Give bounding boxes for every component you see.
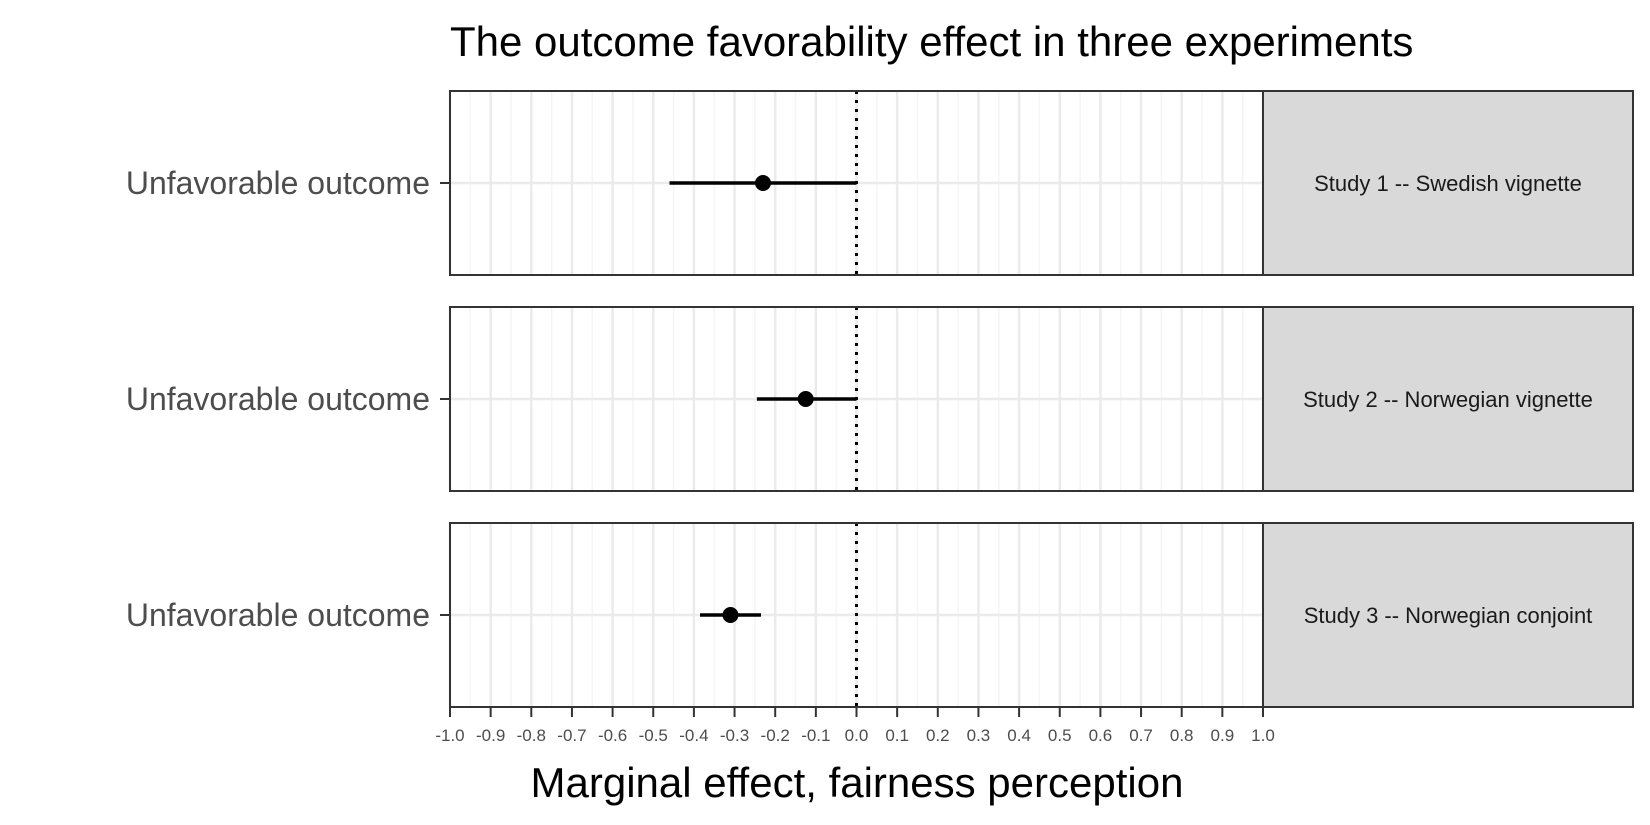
x-tick-label: 0.9	[1211, 726, 1235, 745]
panels-group: Study 1 -- Swedish vignette Unfavorable o…	[126, 90, 1634, 708]
x-tick-label: 0.5	[1048, 726, 1072, 745]
strip-box	[1262, 306, 1634, 492]
panel-2: Study 2 -- Norwegian vignette Unfavorable…	[126, 306, 1634, 492]
x-tick-label: 0.3	[967, 726, 991, 745]
panel-1: Study 1 -- Swedish vignette Unfavorable o…	[126, 90, 1634, 276]
estimate-point	[797, 391, 814, 407]
y-tick-label: Unfavorable outcome	[126, 165, 430, 201]
x-tick-label: 0.0	[845, 726, 869, 745]
x-tick-label: -0.2	[761, 726, 790, 745]
strip-label: Study 2 -- Norwegian vignette	[1303, 387, 1593, 412]
x-tick-label: -0.5	[639, 726, 668, 745]
estimate-point	[722, 607, 739, 623]
strip-label: Study 3 -- Norwegian conjoint	[1304, 603, 1593, 628]
chart-title: The outcome favorability effect in three…	[450, 18, 1413, 65]
x-tick-label: -0.4	[679, 726, 708, 745]
x-tick-label: -0.8	[517, 726, 546, 745]
x-tick-label: 0.8	[1170, 726, 1194, 745]
x-tick-label: 0.6	[1089, 726, 1113, 745]
x-tick-label: 0.4	[1007, 726, 1031, 745]
x-tick-label: -0.3	[720, 726, 749, 745]
strip-box	[1262, 522, 1634, 708]
strip-box	[1262, 90, 1634, 276]
x-tick-label: 0.7	[1129, 726, 1153, 745]
x-tick-label: -0.6	[598, 726, 627, 745]
panel-3: Study 3 -- Norwegian conjoint Unfavorable…	[126, 522, 1634, 708]
y-tick-label: Unfavorable outcome	[126, 597, 430, 633]
estimate-point	[755, 175, 772, 191]
x-tick-label: -0.7	[557, 726, 586, 745]
strip-label: Study 1 -- Swedish vignette	[1314, 171, 1582, 196]
x-tick-label: -0.1	[801, 726, 830, 745]
x-tick-label: -1.0	[435, 726, 464, 745]
x-axis: -1.0 -0.9 -0.8 -0.7 -0.6 -0.5 -0.4 -0.3 -0.2 -0.1…	[435, 707, 1275, 745]
x-tick-label: 1.0	[1251, 726, 1275, 745]
x-tick-label: 0.2	[926, 726, 950, 745]
y-tick-label: Unfavorable outcome	[126, 381, 430, 417]
x-tick-label: -0.9	[476, 726, 505, 745]
x-tick-label: 0.1	[885, 726, 909, 745]
x-axis-title: Marginal effect, fairness perception	[531, 759, 1184, 806]
